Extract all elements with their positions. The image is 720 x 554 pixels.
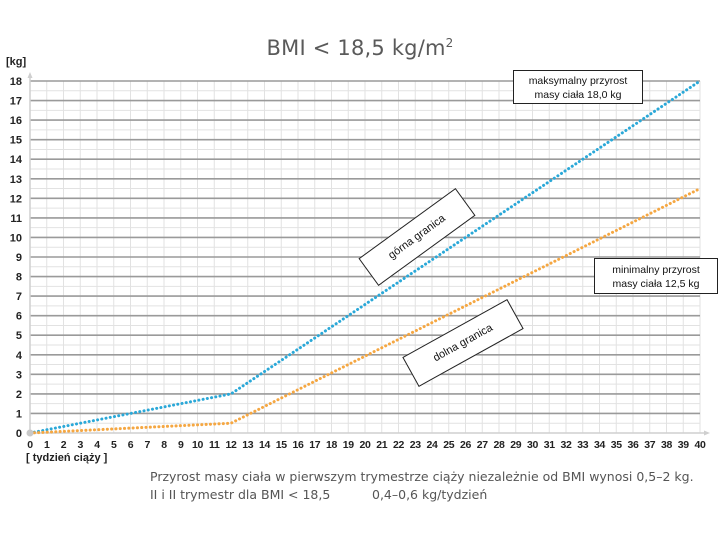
series-upper-bound xyxy=(28,79,702,435)
annotation-min: minimalny przyrost masy ciała 12,5 kg xyxy=(594,258,718,294)
x-tick-label: 28 xyxy=(493,439,505,451)
x-tick-label: 24 xyxy=(426,439,438,451)
x-tick-label: 6 xyxy=(128,439,134,451)
origin-dot xyxy=(26,429,34,437)
x-tick-label: 39 xyxy=(678,439,690,451)
x-tick-label: 33 xyxy=(577,439,589,451)
y-tick-label: 8 xyxy=(16,272,22,284)
x-tick-label: 29 xyxy=(510,439,522,451)
x-tick-label: 34 xyxy=(594,439,606,451)
x-tick-label: 35 xyxy=(611,439,623,451)
y-tick-label: 14 xyxy=(10,154,23,166)
x-tick-label: 15 xyxy=(276,439,288,451)
x-tick-label: 8 xyxy=(161,439,167,451)
y-tick-label: 7 xyxy=(16,291,22,303)
x-tick-label: 16 xyxy=(292,439,304,451)
x-tick-label: 2 xyxy=(61,439,67,451)
y-tick-label: 12 xyxy=(10,193,22,205)
y-tick-label: 3 xyxy=(16,369,22,381)
y-tick-label: 9 xyxy=(16,252,22,264)
x-tick-label: 1 xyxy=(44,439,50,451)
x-tick-label: 27 xyxy=(477,439,489,451)
x-tick-label: 40 xyxy=(694,439,706,451)
x-tick-label: 26 xyxy=(460,439,472,451)
x-axis-arrow xyxy=(704,430,710,436)
x-tick-label: 7 xyxy=(144,439,150,451)
x-tick-label: 17 xyxy=(309,439,321,451)
x-tick-label: 31 xyxy=(544,439,556,451)
series-lower-bound xyxy=(28,187,702,435)
x-tick-label: 32 xyxy=(560,439,572,451)
y-tick-label: 1 xyxy=(16,408,22,420)
y-tick-label: 17 xyxy=(10,96,22,108)
x-tick-label: 36 xyxy=(627,439,639,451)
x-tick-label: 21 xyxy=(376,439,388,451)
y-tick-label: 11 xyxy=(10,213,22,225)
x-tick-label: 37 xyxy=(644,439,656,451)
x-tick-label: 38 xyxy=(661,439,673,451)
y-axis-label: [kg] xyxy=(6,56,27,68)
annotation-max: maksymalny przyrost masy ciała 18,0 kg xyxy=(513,70,643,104)
x-tick-label: 13 xyxy=(242,439,254,451)
chart-title: BMI < 18,5 kg/m2 xyxy=(266,36,454,60)
y-tick-label: 2 xyxy=(16,389,22,401)
y-tick-label: 13 xyxy=(10,174,22,186)
y-tick-label: 0 xyxy=(16,428,22,440)
note-line-2-left: II i II trymestr dla BMI < 18,5 xyxy=(150,487,331,502)
y-axis-arrow xyxy=(27,72,33,78)
x-tick-label: 11 xyxy=(209,439,220,451)
x-tick-label: 30 xyxy=(527,439,539,451)
x-tick-label: 14 xyxy=(259,439,271,451)
y-tick-label: 15 xyxy=(10,135,22,147)
y-tick-label: 18 xyxy=(10,76,22,88)
note-line-2-right: 0,4–0,6 kg/tydzień xyxy=(372,487,488,502)
x-tick-label: 20 xyxy=(359,439,371,451)
x-tick-label: 3 xyxy=(77,439,83,451)
x-tick-label: 5 xyxy=(111,439,117,451)
x-tick-label: 10 xyxy=(192,439,204,451)
y-tick-label: 10 xyxy=(10,232,22,244)
y-tick-label: 5 xyxy=(16,330,22,342)
y-tick-label: 6 xyxy=(16,311,22,323)
y-tick-label: 4 xyxy=(16,350,23,362)
x-tick-label: 0 xyxy=(27,439,33,451)
x-tick-label: 12 xyxy=(225,439,237,451)
note-line-1: Przyrost masy ciała w pierwszym trymestr… xyxy=(150,469,694,484)
x-tick-label: 25 xyxy=(443,439,455,451)
x-tick-label: 19 xyxy=(343,439,355,451)
x-tick-label: 23 xyxy=(410,439,422,451)
x-axis-label: [ tydzień ciąży ] xyxy=(26,452,108,464)
y-tick-label: 16 xyxy=(10,115,22,127)
x-tick-label: 22 xyxy=(393,439,405,451)
x-tick-label: 18 xyxy=(326,439,338,451)
x-tick-label: 4 xyxy=(94,439,100,451)
x-tick-label: 9 xyxy=(178,439,184,451)
